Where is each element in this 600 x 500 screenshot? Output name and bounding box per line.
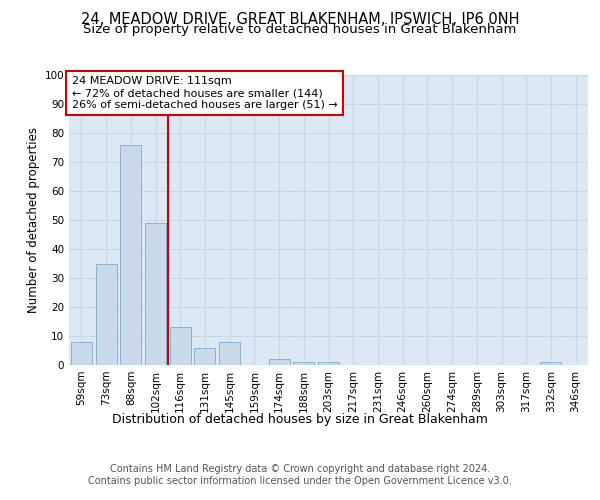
Text: Size of property relative to detached houses in Great Blakenham: Size of property relative to detached ho… xyxy=(83,24,517,36)
Bar xyxy=(318,362,339,365)
Bar xyxy=(541,362,562,365)
Bar xyxy=(170,328,191,365)
Bar xyxy=(145,223,166,365)
Text: 24, MEADOW DRIVE, GREAT BLAKENHAM, IPSWICH, IP6 0NH: 24, MEADOW DRIVE, GREAT BLAKENHAM, IPSWI… xyxy=(81,12,519,28)
Text: 24 MEADOW DRIVE: 111sqm
← 72% of detached houses are smaller (144)
26% of semi-d: 24 MEADOW DRIVE: 111sqm ← 72% of detache… xyxy=(71,76,337,110)
Bar xyxy=(71,342,92,365)
Text: Contains public sector information licensed under the Open Government Licence v3: Contains public sector information licen… xyxy=(88,476,512,486)
Text: Distribution of detached houses by size in Great Blakenham: Distribution of detached houses by size … xyxy=(112,412,488,426)
Bar xyxy=(120,144,141,365)
Bar xyxy=(293,362,314,365)
Bar xyxy=(194,348,215,365)
Text: Contains HM Land Registry data © Crown copyright and database right 2024.: Contains HM Land Registry data © Crown c… xyxy=(110,464,490,474)
Bar xyxy=(219,342,240,365)
Bar xyxy=(269,359,290,365)
Y-axis label: Number of detached properties: Number of detached properties xyxy=(28,127,40,313)
Bar xyxy=(95,264,116,365)
